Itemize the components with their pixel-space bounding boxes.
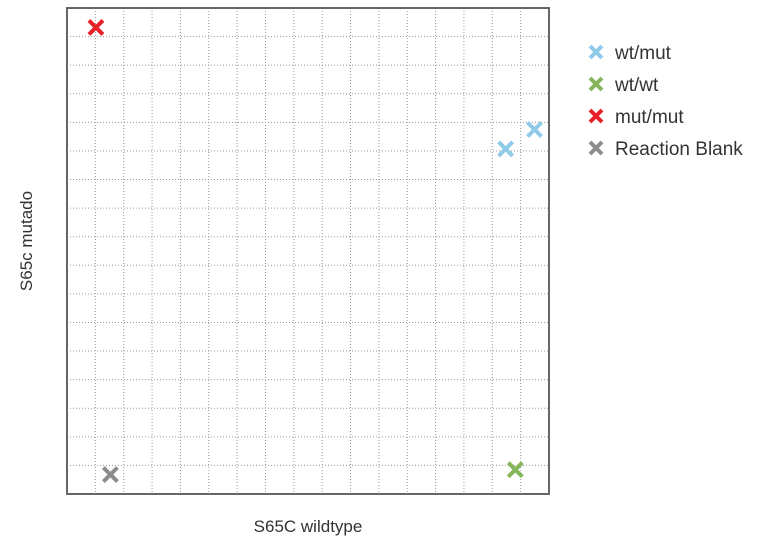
data-point	[506, 461, 524, 479]
legend-marker	[588, 44, 604, 60]
grid	[67, 8, 549, 494]
legend-item: mut/mut	[588, 107, 684, 128]
legend-label: wt/wt	[614, 75, 659, 96]
y-axis-label: S65c mutado	[17, 191, 36, 291]
data-point	[101, 466, 119, 483]
data-points	[87, 19, 543, 483]
data-point	[497, 140, 515, 158]
plot-frame	[66, 7, 550, 495]
legend-item: wt/wt	[588, 75, 659, 96]
legend-item: Reaction Blank	[588, 139, 743, 160]
legend-item: wt/mut	[588, 43, 672, 64]
legend-marker	[588, 76, 604, 92]
legend-marker	[588, 140, 604, 156]
legend: wt/mut wt/wt mut/mut Reaction Blank	[588, 43, 743, 160]
data-point	[87, 19, 105, 36]
x-axis-label: S65C wildtype	[254, 517, 363, 536]
legend-label: Reaction Blank	[615, 139, 743, 160]
legend-label: mut/mut	[615, 107, 684, 128]
legend-marker	[588, 108, 604, 124]
data-point	[526, 121, 543, 138]
legend-label: wt/mut	[614, 43, 672, 64]
